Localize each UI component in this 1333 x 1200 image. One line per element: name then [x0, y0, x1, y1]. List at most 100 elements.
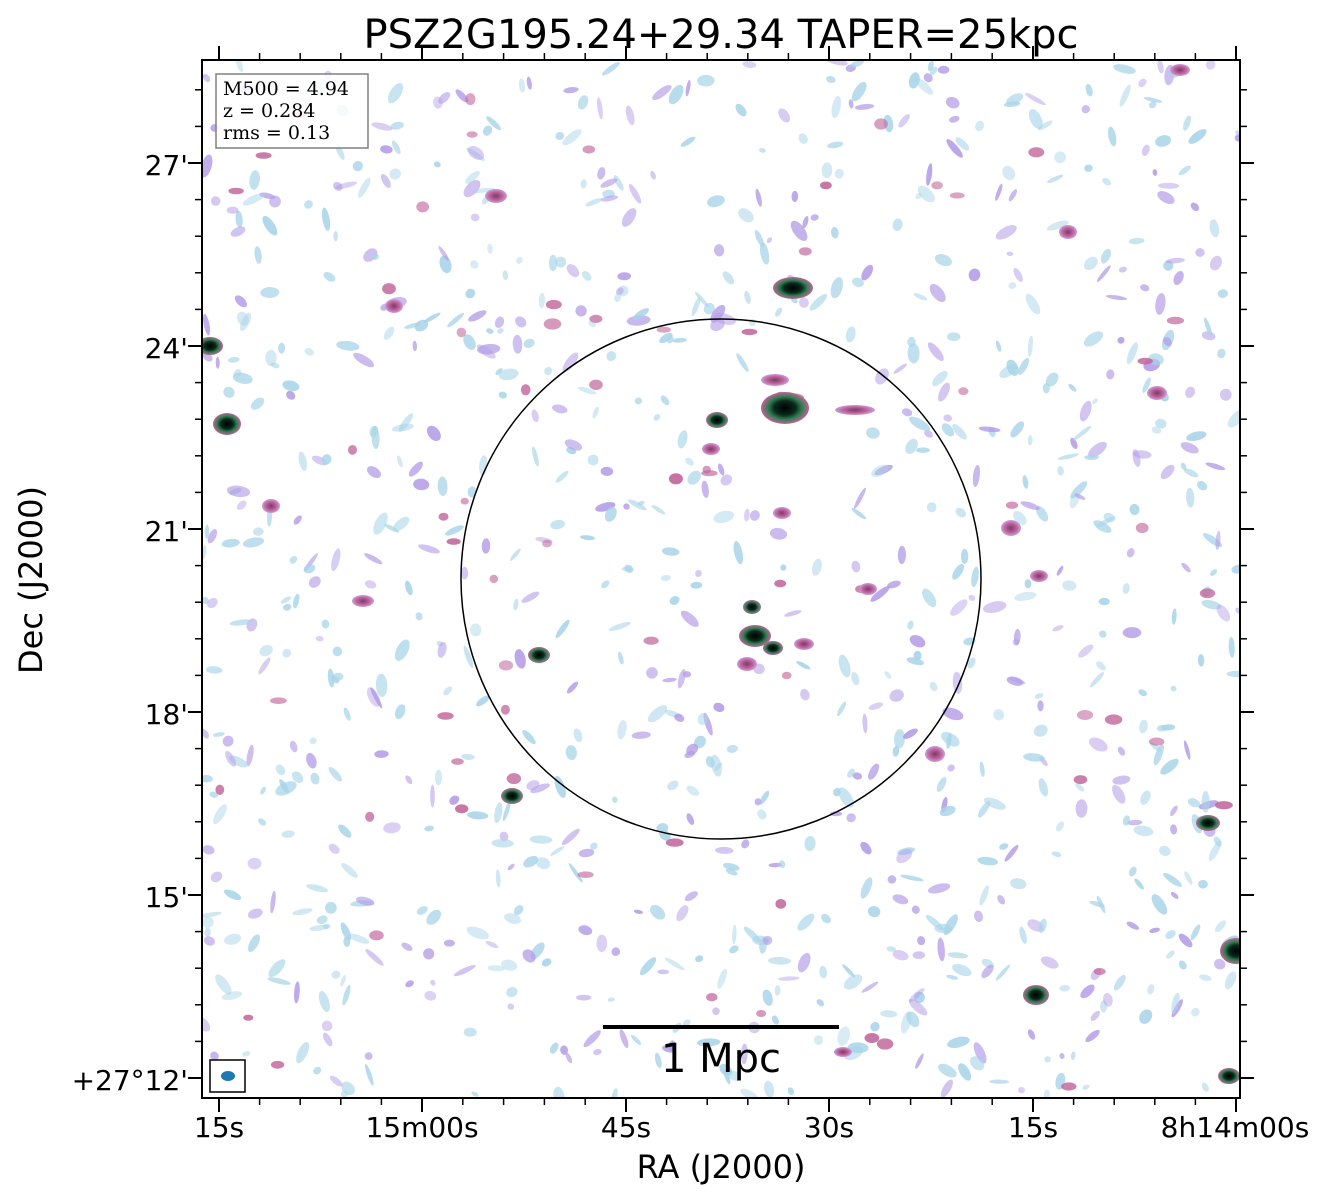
noise-blob: [1122, 627, 1142, 639]
noise-blob: [1127, 819, 1143, 826]
noise-blob: [1079, 400, 1092, 422]
noise-blob: [1231, 564, 1240, 574]
noise-blob: [1084, 164, 1093, 172]
noise-blob: [499, 831, 509, 842]
noise-blob: [736, 353, 749, 373]
noise-blob: [331, 672, 344, 682]
radio-source: [1220, 938, 1240, 964]
noise-blob: [952, 963, 972, 977]
noise-blob: [968, 594, 976, 601]
noise-blob: [1117, 746, 1126, 756]
noise-blob: [338, 824, 352, 838]
noise-blob: [355, 896, 375, 906]
noise-blob: [1024, 579, 1032, 589]
noise-blob: [791, 190, 799, 203]
noise-blob: [202, 154, 213, 178]
radio-source: [213, 413, 241, 435]
noise-blob: [1215, 530, 1221, 550]
noise-blob: [510, 548, 521, 561]
noise-blob: [1155, 292, 1166, 315]
noise-blob: [893, 363, 907, 374]
noise-blob: [1042, 383, 1050, 394]
noise-blob: [977, 800, 991, 818]
noise-blob: [712, 1007, 720, 1016]
noise-blob: [847, 1042, 869, 1054]
noise-blob: [293, 515, 302, 525]
noise-blob: [265, 349, 277, 367]
noise-blob: [1186, 431, 1207, 441]
noise-blob: [1093, 968, 1106, 975]
radio-source: [1023, 985, 1049, 1005]
noise-blob: [1006, 359, 1019, 376]
noise-blob: [1009, 677, 1026, 684]
noise-blob: [686, 785, 700, 796]
noise-blob: [669, 596, 680, 605]
noise-blob: [1018, 1086, 1025, 1094]
noise-blob: [1099, 630, 1107, 638]
noise-blob: [729, 945, 739, 954]
noise-blob: [202, 73, 211, 83]
noise-blob: [907, 620, 914, 630]
noise-blob: [1044, 1056, 1051, 1063]
noise-blob: [1028, 147, 1045, 158]
noise-blob: [798, 247, 812, 256]
noise-blob: [321, 1020, 333, 1032]
noise-blob: [744, 508, 750, 522]
noise-blob: [447, 312, 465, 328]
noise-blob: [204, 524, 210, 539]
noise-blob: [578, 848, 595, 858]
noise-blob: [260, 286, 280, 299]
noise-blob: [695, 955, 704, 963]
noise-blob: [1143, 97, 1163, 103]
radio-source: [501, 788, 523, 804]
radio-source: [1001, 520, 1021, 536]
noise-blob: [590, 842, 598, 850]
noise-blob: [892, 950, 909, 961]
noise-blob: [715, 846, 734, 854]
noise-blob: [830, 226, 839, 239]
x-tick-labels: 15s 15m00s 45s 30s 15s 8h14m00s: [194, 1111, 1309, 1144]
noise-blob: [1022, 475, 1029, 489]
noise-blob: [790, 220, 808, 242]
noise-blob: [561, 828, 580, 846]
noise-blob: [1059, 1053, 1065, 1059]
noise-blob: [210, 1051, 219, 1061]
noise-blob: [1215, 920, 1226, 933]
noise-blob: [470, 213, 480, 222]
noise-blob: [969, 1056, 985, 1071]
radio-source: [859, 583, 877, 595]
noise-blob: [358, 177, 371, 198]
noise-blob: [947, 1036, 970, 1048]
noise-blob: [710, 754, 722, 777]
noise-blob: [908, 988, 925, 1003]
noise-blob: [1217, 348, 1226, 359]
cluster-r500-circle: [460, 318, 982, 840]
noise-blob: [606, 351, 617, 362]
noise-blob: [900, 874, 924, 882]
noise-blob: [924, 429, 933, 438]
noise-blob: [587, 454, 599, 466]
noise-blob: [520, 384, 531, 396]
noise-blob: [522, 730, 536, 745]
noise-blob: [1181, 562, 1191, 573]
noise-blob: [798, 133, 808, 144]
noise-blob: [995, 340, 1002, 352]
noise-blob: [589, 314, 603, 323]
noise-blob: [426, 909, 442, 925]
noise-blob: [764, 1080, 775, 1098]
noise-blob: [516, 256, 523, 264]
noise-blob: [995, 183, 1003, 201]
y-tick-label: 21': [145, 515, 188, 548]
noise-blob: [611, 1088, 618, 1098]
noise-blob: [585, 197, 603, 207]
noise-blob: [294, 981, 300, 1004]
noise-blob: [1184, 871, 1193, 885]
noise-blob: [995, 964, 1011, 981]
noise-blob: [837, 1026, 851, 1046]
noise-blob: [949, 115, 960, 123]
noise-blob: [1027, 435, 1033, 446]
noise-blob: [565, 745, 577, 761]
noise-blob: [506, 987, 518, 998]
noise-blob: [564, 439, 583, 451]
noise-blob: [389, 168, 401, 180]
